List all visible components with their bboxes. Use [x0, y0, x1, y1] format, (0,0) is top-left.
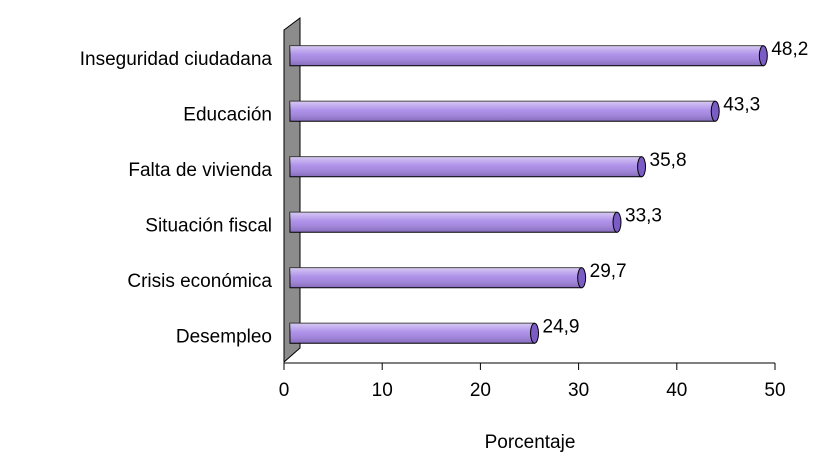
x-tick-label: 40: [666, 380, 687, 401]
bar-shine: [290, 267, 582, 288]
bar-cap: [530, 322, 540, 344]
y-tick-label: Situación fiscal: [145, 215, 272, 236]
value-label: 48,2: [771, 39, 808, 60]
value-label: 29,7: [590, 261, 627, 282]
value-label: 43,3: [723, 94, 760, 115]
value-label: 33,3: [625, 205, 662, 226]
y-tick-label: Crisis económica: [127, 271, 272, 292]
bar-cap: [577, 267, 587, 289]
bar-shine: [290, 212, 618, 233]
x-axis-label: Porcentaje: [485, 432, 576, 453]
bar-cap: [637, 156, 647, 178]
y-tick-label: Inseguridad ciudadana: [80, 49, 273, 70]
bar-shine: [290, 45, 764, 66]
bar-cap: [758, 45, 768, 67]
bar-cap: [710, 100, 720, 122]
x-tick-label: 20: [470, 380, 491, 401]
x-tick-label: 10: [372, 380, 393, 401]
bar-shine: [290, 101, 716, 122]
bar-shine: [290, 156, 642, 177]
y-tick-label: Falta de vivienda: [128, 160, 272, 181]
bar-shine: [290, 323, 535, 344]
x-tick-label: 30: [568, 380, 589, 401]
y-tick-label: Desempleo: [176, 326, 272, 347]
value-label: 35,8: [650, 150, 687, 171]
y-tick-label: Educación: [183, 104, 272, 125]
bar-cap: [612, 211, 622, 233]
x-tick-label: 50: [764, 380, 785, 401]
x-tick-label: 0: [279, 380, 290, 401]
value-label: 24,9: [543, 316, 580, 337]
back-wall: [283, 17, 301, 364]
